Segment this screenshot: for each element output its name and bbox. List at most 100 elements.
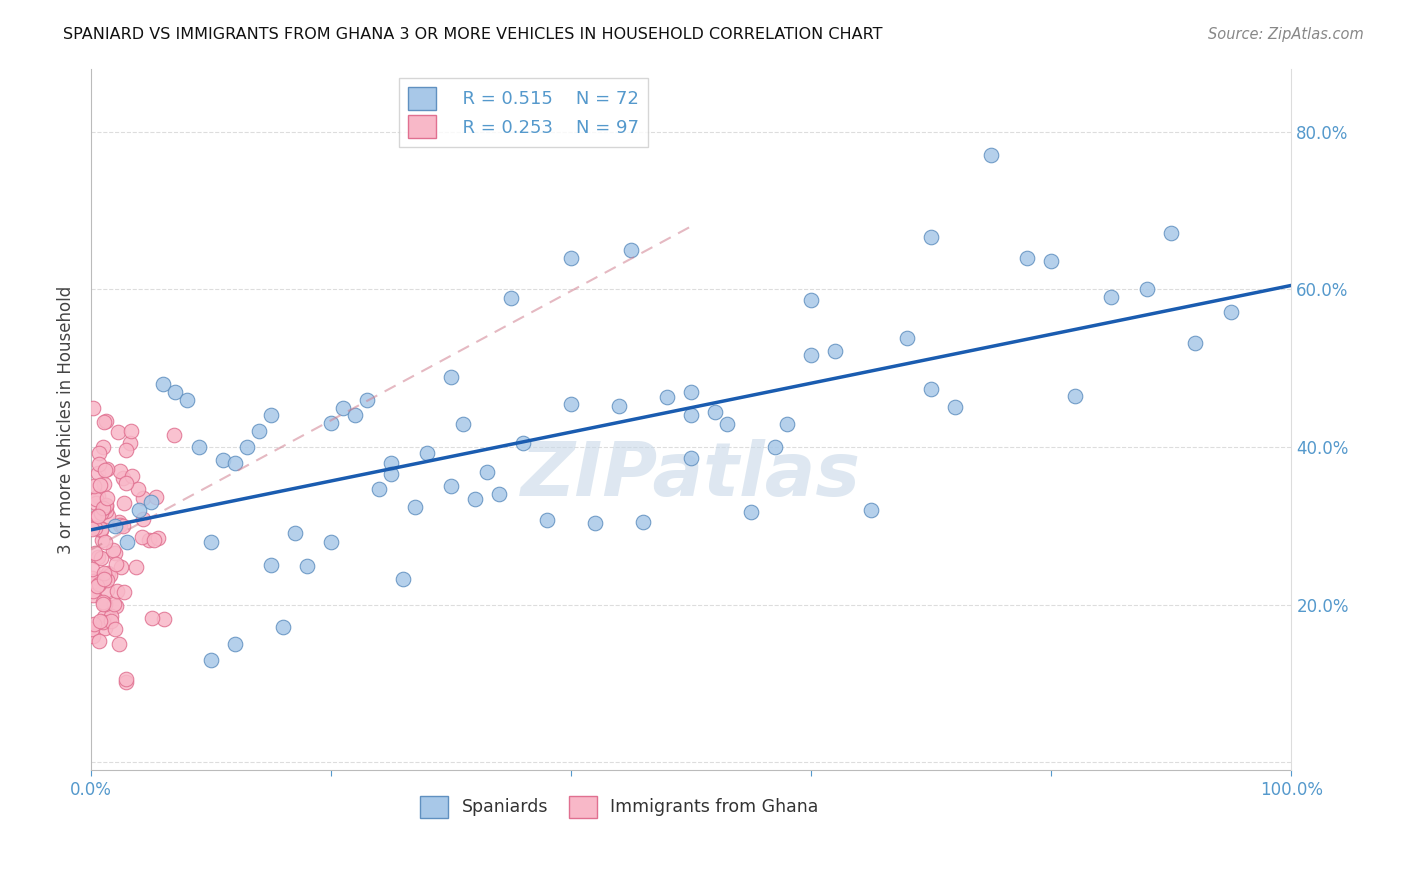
Point: [104, 557, 127, 571]
Point: [89, 614, 111, 628]
Point: [148, 531, 170, 545]
Point: [404, 500, 426, 514]
Point: [97, 509, 120, 524]
Point: [91, 501, 114, 516]
Point: [83, 617, 105, 632]
Point: [90, 524, 112, 538]
Text: Source: ZipAtlas.com: Source: ZipAtlas.com: [1208, 27, 1364, 42]
Point: [1136, 282, 1159, 296]
Point: [110, 464, 132, 478]
Text: SPANIARD VS IMMIGRANTS FROM GHANA 3 OR MORE VEHICLES IN HOUSEHOLD CORRELATION CH: SPANIARD VS IMMIGRANTS FROM GHANA 3 OR M…: [63, 27, 883, 42]
Point: [920, 382, 942, 396]
Point: [451, 417, 474, 432]
Point: [607, 399, 630, 413]
Point: [90, 507, 112, 521]
Point: [740, 505, 762, 519]
Point: [110, 560, 132, 574]
Point: [943, 401, 966, 415]
Point: [392, 572, 415, 586]
Point: [100, 614, 122, 628]
Point: [82, 571, 104, 585]
Point: [86, 509, 108, 524]
Point: [681, 384, 703, 399]
Point: [1064, 388, 1087, 402]
Point: [108, 515, 131, 529]
Point: [620, 243, 643, 257]
Point: [94, 597, 117, 611]
Point: [488, 487, 510, 501]
Point: [104, 622, 127, 636]
Point: [131, 530, 153, 544]
Point: [107, 425, 129, 440]
Point: [176, 392, 198, 407]
Point: [501, 291, 523, 305]
Point: [84, 546, 107, 560]
Point: [86, 579, 108, 593]
Point: [1099, 290, 1122, 304]
Point: [295, 558, 318, 573]
Point: [82, 629, 104, 643]
Point: [114, 442, 136, 457]
Point: [152, 612, 174, 626]
Point: [165, 384, 187, 399]
Point: [96, 413, 118, 427]
Point: [82, 522, 104, 536]
Point: [82, 401, 104, 415]
Point: [100, 608, 122, 623]
Point: [512, 436, 534, 450]
Point: [188, 440, 211, 454]
Point: [800, 348, 823, 362]
Point: [271, 620, 294, 634]
Point: [416, 445, 439, 459]
Point: [132, 512, 155, 526]
Point: [120, 435, 142, 450]
Point: [89, 445, 111, 459]
Point: [127, 482, 149, 496]
Point: [93, 415, 115, 429]
Point: [980, 148, 1002, 162]
Point: [536, 513, 558, 527]
Point: [87, 550, 110, 565]
Point: [90, 533, 112, 547]
Point: [1184, 335, 1206, 350]
Point: [247, 424, 270, 438]
Point: [82, 622, 104, 636]
Point: [121, 468, 143, 483]
Point: [464, 491, 486, 506]
Point: [896, 331, 918, 345]
Y-axis label: 3 or more Vehicles in Household: 3 or more Vehicles in Household: [58, 285, 75, 554]
Point: [90, 522, 112, 536]
Point: [112, 496, 135, 510]
Point: [141, 611, 163, 625]
Point: [112, 519, 135, 533]
Point: [101, 543, 124, 558]
Point: [89, 577, 111, 591]
Point: [236, 440, 259, 454]
Point: [112, 585, 135, 599]
Point: [115, 534, 138, 549]
Point: [332, 401, 354, 415]
Point: [1017, 251, 1039, 265]
Point: [704, 405, 727, 419]
Point: [89, 478, 111, 492]
Point: [1160, 226, 1182, 240]
Point: [110, 518, 132, 533]
Point: [380, 456, 402, 470]
Point: [91, 440, 114, 454]
Point: [368, 482, 391, 496]
Point: [162, 428, 184, 442]
Point: [681, 409, 703, 423]
Point: [260, 409, 283, 423]
Point: [97, 566, 120, 580]
Point: [132, 491, 155, 505]
Point: [93, 572, 115, 586]
Point: [560, 251, 582, 265]
Point: [104, 519, 127, 533]
Point: [824, 344, 846, 359]
Point: [440, 479, 463, 493]
Point: [321, 417, 343, 431]
Point: [115, 674, 138, 689]
Point: [1040, 253, 1063, 268]
Point: [224, 637, 246, 651]
Point: [84, 492, 107, 507]
